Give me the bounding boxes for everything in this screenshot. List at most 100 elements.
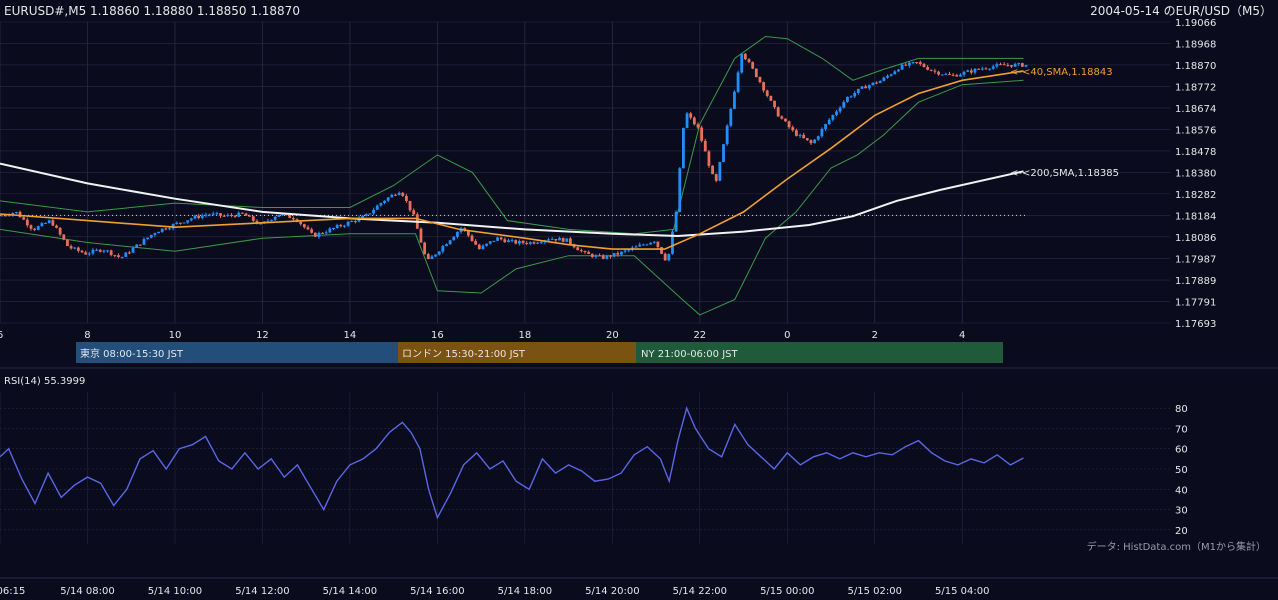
candle-body <box>674 211 678 232</box>
candle-body <box>208 214 211 216</box>
rsi-grid <box>0 392 1170 544</box>
candle-body <box>361 215 365 218</box>
candle-body <box>339 225 343 227</box>
candle-body <box>492 240 496 242</box>
candle-body <box>1010 65 1013 67</box>
candle-body <box>692 117 696 125</box>
candle-body <box>703 140 707 152</box>
candle-body <box>44 222 47 224</box>
candle-body <box>907 62 911 66</box>
candle-body <box>918 62 922 64</box>
candle-body <box>76 247 80 251</box>
candle-body <box>864 86 868 89</box>
candle-body <box>671 231 674 254</box>
candle-body <box>87 253 91 255</box>
rsi-tick-labels: 80 70 60 50 40 30 20 <box>1175 404 1188 537</box>
session-tokyo <box>76 342 398 363</box>
candle-body <box>510 240 514 242</box>
candle-body <box>594 255 598 257</box>
candle-body <box>754 68 758 78</box>
candle-body <box>612 253 616 257</box>
candle-body <box>605 255 609 259</box>
hour-tick-label: 16 <box>431 330 444 341</box>
candle-body <box>740 53 744 73</box>
candle-body <box>875 82 878 84</box>
candle-body <box>259 223 263 225</box>
candle-body <box>769 95 773 101</box>
candle-body <box>838 107 842 112</box>
candle-body <box>765 90 769 96</box>
rsi-tick-label: 40 <box>1175 485 1188 496</box>
candle-body <box>944 73 948 75</box>
hour-tick-label: 0 <box>784 330 790 341</box>
candle-body <box>62 234 66 240</box>
candle-body <box>197 215 201 218</box>
price-tick-label: 1.18870 <box>1175 61 1216 72</box>
candle-body <box>412 210 416 215</box>
candle-body <box>725 125 729 145</box>
candle-body <box>332 227 335 229</box>
candle-body <box>386 197 390 201</box>
rsi-tick-label: 20 <box>1175 526 1188 537</box>
sma200-label: <-<200,SMA,1.18385 <box>1010 168 1119 179</box>
candle-body <box>445 244 448 247</box>
candle-body <box>237 212 241 217</box>
price-tick-label: 1.18086 <box>1175 233 1216 244</box>
candle-body <box>565 238 569 242</box>
candle-body <box>736 72 740 92</box>
candle-body <box>346 221 350 226</box>
candle-body <box>204 214 208 216</box>
candle-body <box>142 239 146 245</box>
candle-body <box>270 219 273 221</box>
candle-body <box>310 229 314 233</box>
candle-body <box>244 213 248 216</box>
candle-body <box>131 247 135 253</box>
candle-body <box>135 244 139 248</box>
candle-body <box>995 64 999 67</box>
candle-body <box>616 253 620 255</box>
candle-body <box>335 225 339 228</box>
candle-body <box>988 68 991 70</box>
rsi-tick-label: 50 <box>1175 465 1188 476</box>
candle-body <box>973 68 977 73</box>
candle-body <box>962 71 966 75</box>
candle-body <box>682 127 685 169</box>
candle-body <box>886 75 889 78</box>
candle-body <box>762 82 765 91</box>
hour-tick-label: 20 <box>606 330 619 341</box>
candle-body <box>569 238 572 245</box>
candle-body <box>15 211 18 213</box>
candle-body <box>124 252 128 257</box>
candle-body <box>401 192 405 196</box>
candle-body <box>390 194 394 198</box>
candle-body <box>685 113 689 128</box>
price-tick-label: 1.18772 <box>1175 82 1216 93</box>
candle-body <box>350 221 354 223</box>
candle-body <box>91 249 95 254</box>
hour-tick-label: 6 <box>0 330 3 341</box>
candle-body <box>787 121 791 128</box>
price-tick-label: 1.18478 <box>1175 147 1216 158</box>
candle-body <box>780 116 784 119</box>
candle-body <box>186 220 190 223</box>
time-axis-label: 5/14 22:00 <box>673 586 727 597</box>
candle-body <box>587 251 591 254</box>
candle-body <box>561 237 565 242</box>
candle-body <box>711 165 714 175</box>
candle-body <box>503 239 507 243</box>
candle-body <box>831 114 835 120</box>
candle-body <box>84 252 88 255</box>
candle-body <box>452 236 456 241</box>
candle-body <box>915 62 919 64</box>
hour-tick-label: 12 <box>256 330 269 341</box>
candle-body <box>827 119 831 125</box>
candle-body <box>109 250 113 256</box>
candle-body <box>733 91 736 109</box>
rsi-tick-label: 70 <box>1175 424 1188 435</box>
candle-body <box>379 202 383 206</box>
sma40-line <box>0 70 1024 250</box>
candle-body <box>230 214 233 216</box>
price-tick-label: 1.18184 <box>1175 211 1216 222</box>
candle-body <box>933 70 937 72</box>
candle-body <box>773 100 776 108</box>
